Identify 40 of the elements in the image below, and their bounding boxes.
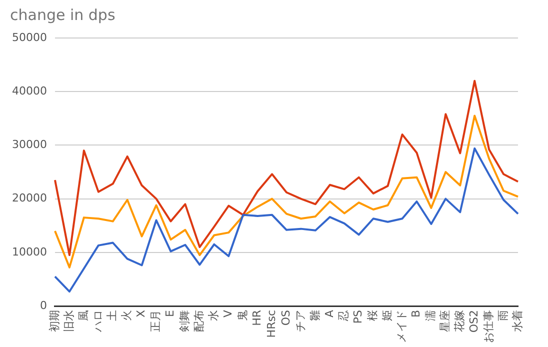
x-tick-label: お仕事 [482, 310, 495, 343]
x-tick-label: 濡 [424, 310, 438, 321]
x-tick-label: X [134, 310, 148, 318]
x-tick-label: 土 [106, 310, 119, 321]
x-tick-label: 花嫁 [452, 310, 466, 332]
y-tick-label: 10000 [12, 245, 47, 258]
y-tick-label: 40000 [12, 84, 47, 98]
x-tick-label: 鬼 [236, 310, 249, 321]
y-tick-label: 30000 [12, 138, 47, 152]
x-tick-label: 風 [76, 310, 90, 321]
x-tick-label: 忍 [337, 310, 350, 322]
x-tick-label: 桜 [366, 310, 380, 321]
x-tick-label: 星座 [438, 310, 452, 332]
x-tick-label: OS2 [467, 310, 480, 333]
x-tick-label: 水着 [510, 310, 524, 332]
x-tick-label: V [221, 310, 234, 318]
x-tick-label: 初期 [48, 310, 61, 332]
x-tick-label: 水 [207, 310, 220, 321]
x-tick-label: B [410, 310, 423, 318]
x-tick-label: ハロ [91, 310, 104, 333]
x-tick-label: 雨 [496, 310, 510, 321]
y-tick-label: 20000 [12, 192, 47, 205]
x-tick-label: チア [294, 310, 307, 332]
x-tick-label: HR [250, 310, 264, 326]
x-tick-label: 旧水 [62, 310, 76, 332]
x-tick-label: 正月 [149, 310, 162, 332]
x-tick-label: E [164, 310, 177, 317]
x-tick-label: OS [279, 310, 292, 326]
x-tick-label: A [322, 310, 336, 318]
x-tick-label: 姫 [380, 310, 394, 321]
x-tick-label: 雛 [308, 310, 322, 321]
x-tick-label: メイド [395, 310, 408, 343]
x-tick-label: 火 [120, 310, 134, 321]
y-tick-label: 0 [40, 298, 47, 312]
x-tick-label: HRsc [264, 310, 278, 338]
y-tick-label: 50000 [12, 30, 47, 44]
x-tick-label: PS [352, 310, 365, 324]
x-tick-label: 剣舞 [178, 310, 192, 332]
x-tick-label: 配布 [192, 310, 206, 332]
chart-title: change in dps [10, 6, 116, 24]
